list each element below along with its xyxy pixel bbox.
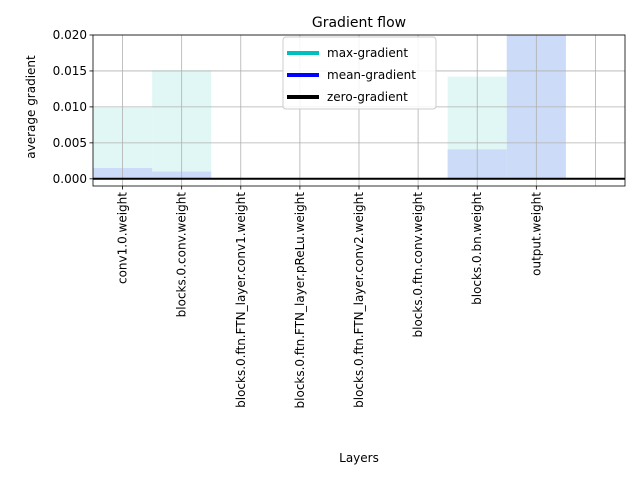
x-tick-label-6: blocks.0.bn.weight: [470, 192, 484, 305]
chart-title: Gradient flow: [312, 15, 406, 31]
legend-box: [282, 36, 437, 110]
legend-label-max-gradient: max-gradient: [327, 46, 408, 60]
y-tick-label-0: 0.000: [53, 172, 87, 186]
x-tick-label-4: blocks.0.ftn.FTN_layer.conv2.weight: [352, 192, 366, 408]
legend: max-gradient mean-gradient zero-gradient: [282, 36, 437, 110]
x-axis-label: Layers: [339, 451, 379, 465]
y-tick-label-4: 0.020: [53, 28, 87, 42]
legend-label-mean-gradient: mean-gradient: [327, 68, 416, 82]
y-tick-label-3: 0.015: [53, 64, 87, 78]
x-tick-label-2: blocks.0.ftn.FTN_layer.conv1.weight: [234, 192, 248, 408]
x-tick-label-3: blocks.0.ftn.FTN_layer.pReLu.weight: [293, 192, 307, 409]
x-tick-label-5: blocks.0.ftn.conv.weight: [411, 192, 425, 338]
x-tick-label-7: output.weight: [529, 192, 543, 276]
y-axis-label: average gradient: [24, 55, 38, 159]
legend-label-zero-gradient: zero-gradient: [327, 90, 408, 104]
axes-layer: 0.000 0.005 0.010 0.015 0.020 conv1.0.weight b…: [53, 28, 626, 409]
y-tick-label-2: 0.010: [53, 100, 87, 114]
x-tick-label-0: conv1.0.weight: [116, 192, 130, 284]
x-tick-label-1: blocks.0.conv.weight: [175, 192, 189, 318]
y-tick-label-1: 0.005: [53, 136, 87, 150]
grid-layer: [93, 34, 625, 186]
